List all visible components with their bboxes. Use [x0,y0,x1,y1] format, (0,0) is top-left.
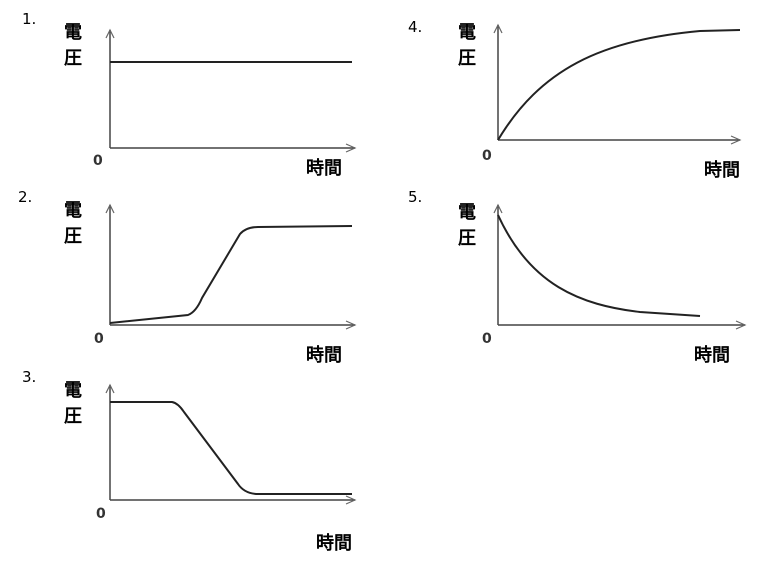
y-arrow [105,203,115,214]
voltage-curve [497,214,701,317]
voltage-curve [497,29,741,141]
voltage-curve [109,225,353,324]
panel-number: 2. [18,188,33,206]
panel-number: 5. [408,188,423,206]
panel-number: 1. [22,10,37,28]
x-arrow [345,143,357,153]
voltage-curve [110,401,352,495]
y-arrow [493,23,503,34]
x-arrow [345,495,357,505]
origin-label: 0 [482,331,492,347]
origin-label: 0 [93,153,103,169]
x-axis-label: 時間 [704,160,740,181]
y-axis-label: 電圧 [61,22,82,74]
x-axis-label: 時間 [306,345,342,366]
origin-label: 0 [482,148,492,164]
y-arrow [105,28,115,39]
x-axis-label: 時間 [306,158,342,179]
y-arrow [493,203,503,214]
origin-label: 0 [96,506,106,522]
y-axis-label: 電圧 [61,200,82,252]
x-axis-label: 時間 [316,533,352,554]
x-axis-label: 時間 [694,345,730,366]
x-arrow [735,320,747,330]
origin-label: 0 [94,331,104,347]
y-axis-label: 電圧 [455,22,476,74]
panel-number: 4. [408,18,423,36]
y-axis-label: 電圧 [455,202,476,254]
panel-number: 3. [22,368,37,386]
x-arrow [730,135,742,145]
x-arrow [345,320,357,330]
y-arrow [105,383,115,394]
y-axis-label: 電圧 [61,380,82,432]
